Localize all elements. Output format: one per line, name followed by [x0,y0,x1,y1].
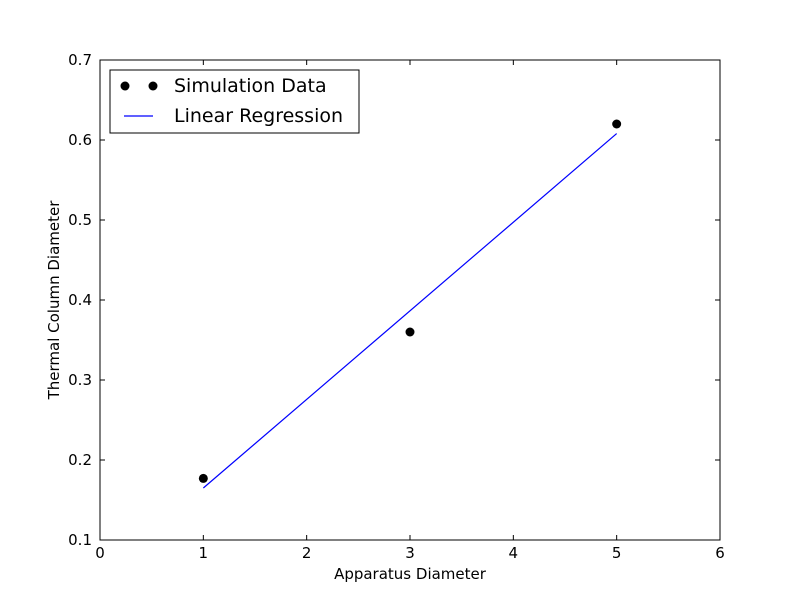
data-point [612,119,622,129]
x-tick-label: 0 [95,544,105,562]
x-tick-label: 6 [715,544,725,562]
y-tick-label: 0.3 [68,371,92,389]
legend-label-linear-regression: Linear Regression [174,105,343,127]
x-tick-label: 1 [199,544,209,562]
plot-frame [99,59,721,541]
x-axis-title: Apparatus Diameter [334,565,487,583]
y-tick-label: 0.4 [68,291,92,309]
x-tick-label: 2 [302,544,312,562]
legend: Simulation Data Linear Regression [109,69,360,134]
y-tick-label: 0.6 [68,131,92,149]
legend-label-simulation-data: Simulation Data [174,75,327,97]
y-tick-label: 0.5 [68,211,92,229]
regression-line [202,133,618,489]
x-tick-label: 3 [405,544,415,562]
x-tick-label: 5 [612,544,622,562]
legend-marker-dot [148,81,158,91]
data-layer [198,119,622,489]
y-axis-title: Thermal Column Diameter [45,200,63,401]
y-tick-label: 0.7 [68,51,92,69]
ticks-layer: 0 1 2 3 4 5 6 0.1 0.2 0.3 0.4 0.5 0.6 0.7 [68,51,725,562]
y-tick-label: 0.1 [68,531,92,549]
y-tick-label: 0.2 [68,451,92,469]
legend-box [109,69,360,134]
data-point [198,473,208,483]
legend-marker-dot [120,81,130,91]
data-point [405,327,415,337]
x-tick-label: 4 [509,544,519,562]
